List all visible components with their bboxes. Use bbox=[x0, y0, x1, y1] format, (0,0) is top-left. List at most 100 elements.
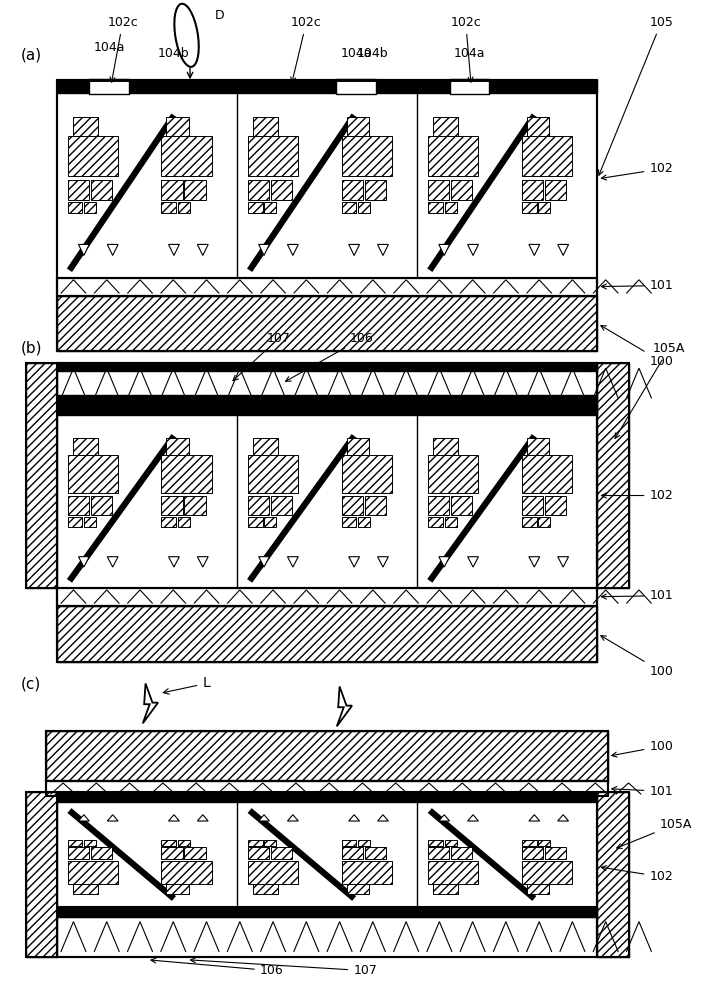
Text: 104a: 104a bbox=[340, 47, 372, 60]
Bar bbox=[90, 847, 112, 859]
Bar bbox=[57, 278, 597, 296]
Bar bbox=[444, 840, 456, 846]
Bar bbox=[433, 884, 458, 894]
Bar bbox=[248, 517, 263, 527]
Text: 104b: 104b bbox=[356, 47, 388, 60]
Bar bbox=[57, 80, 597, 351]
Bar bbox=[178, 202, 190, 213]
Bar bbox=[166, 884, 189, 894]
Bar bbox=[428, 847, 449, 859]
Bar bbox=[57, 80, 597, 93]
Bar bbox=[46, 781, 608, 796]
Bar bbox=[346, 884, 369, 894]
Bar bbox=[161, 136, 212, 176]
Bar bbox=[428, 202, 443, 213]
Bar bbox=[248, 136, 298, 176]
Bar bbox=[526, 117, 550, 136]
Bar bbox=[271, 496, 292, 515]
Text: 100: 100 bbox=[612, 740, 673, 757]
Polygon shape bbox=[378, 557, 388, 567]
Bar bbox=[358, 517, 370, 527]
Bar bbox=[264, 840, 276, 846]
Polygon shape bbox=[348, 815, 360, 821]
Bar bbox=[271, 180, 292, 200]
Bar bbox=[57, 606, 597, 662]
Bar bbox=[449, 81, 489, 94]
Text: D: D bbox=[215, 9, 224, 22]
Bar bbox=[90, 180, 112, 200]
Bar bbox=[73, 117, 98, 136]
Polygon shape bbox=[143, 683, 158, 723]
Bar bbox=[26, 363, 57, 588]
Bar bbox=[365, 847, 386, 859]
Text: (b): (b) bbox=[21, 341, 42, 356]
Bar bbox=[161, 861, 212, 884]
Text: 101: 101 bbox=[601, 279, 673, 292]
Bar bbox=[341, 496, 362, 515]
Polygon shape bbox=[439, 557, 449, 567]
Text: L: L bbox=[163, 676, 210, 694]
Bar bbox=[358, 202, 370, 213]
Bar bbox=[57, 403, 597, 662]
Bar bbox=[248, 861, 298, 884]
Text: 102: 102 bbox=[601, 866, 673, 883]
Text: 105: 105 bbox=[599, 16, 673, 175]
Bar bbox=[428, 496, 449, 515]
Text: 101: 101 bbox=[612, 785, 673, 798]
Bar bbox=[451, 180, 472, 200]
Text: 102c: 102c bbox=[107, 16, 138, 82]
Bar bbox=[433, 117, 458, 136]
Bar bbox=[46, 731, 608, 781]
Bar bbox=[597, 792, 629, 957]
Bar bbox=[248, 180, 269, 200]
Text: 102: 102 bbox=[601, 162, 673, 180]
Polygon shape bbox=[439, 815, 449, 821]
Text: 105A: 105A bbox=[617, 818, 692, 848]
Bar bbox=[57, 395, 597, 403]
Bar bbox=[253, 438, 278, 455]
Bar bbox=[597, 792, 629, 957]
Bar bbox=[248, 496, 269, 515]
Bar bbox=[428, 840, 443, 846]
Polygon shape bbox=[168, 244, 179, 255]
Bar bbox=[46, 731, 608, 781]
Bar bbox=[522, 496, 543, 515]
Bar bbox=[264, 517, 276, 527]
Bar bbox=[341, 455, 392, 493]
Bar bbox=[178, 840, 190, 846]
Polygon shape bbox=[107, 244, 118, 255]
Polygon shape bbox=[198, 815, 208, 821]
Polygon shape bbox=[558, 815, 569, 821]
Bar bbox=[161, 847, 182, 859]
Text: 104a: 104a bbox=[93, 41, 125, 54]
Bar bbox=[365, 180, 386, 200]
Bar bbox=[57, 363, 597, 403]
Polygon shape bbox=[336, 686, 352, 726]
Bar bbox=[67, 861, 118, 884]
Bar bbox=[341, 847, 362, 859]
Bar bbox=[57, 588, 597, 606]
Bar bbox=[248, 840, 263, 846]
Polygon shape bbox=[107, 815, 118, 821]
Bar bbox=[522, 861, 572, 884]
Bar bbox=[336, 79, 376, 94]
Bar bbox=[67, 136, 118, 176]
Bar bbox=[84, 840, 96, 846]
Bar bbox=[248, 202, 263, 213]
Bar bbox=[57, 917, 597, 957]
Bar bbox=[89, 79, 129, 94]
Bar bbox=[433, 438, 458, 455]
Bar bbox=[264, 202, 276, 213]
Bar bbox=[253, 884, 278, 894]
Bar bbox=[428, 136, 479, 176]
Bar bbox=[428, 861, 479, 884]
Text: 104a: 104a bbox=[454, 47, 485, 60]
Polygon shape bbox=[558, 557, 569, 567]
Bar bbox=[597, 363, 629, 588]
Text: 100: 100 bbox=[601, 636, 673, 678]
Text: 105A: 105A bbox=[615, 342, 685, 438]
Bar bbox=[545, 496, 566, 515]
Polygon shape bbox=[79, 557, 89, 567]
Bar bbox=[84, 517, 96, 527]
Bar bbox=[341, 840, 356, 846]
